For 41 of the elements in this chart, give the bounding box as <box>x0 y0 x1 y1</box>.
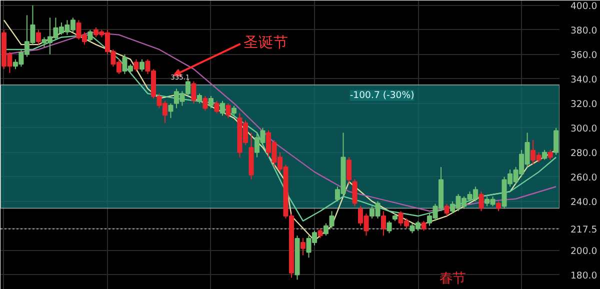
y-tick-label: 240.0 <box>570 196 598 208</box>
y-tick-label: 380.0 <box>570 25 598 36</box>
candlestick <box>191 80 196 104</box>
candlestick <box>386 220 392 234</box>
candlestick <box>214 100 220 114</box>
candlestick <box>352 178 358 207</box>
candlestick <box>496 200 502 212</box>
candlestick <box>208 96 214 109</box>
y-tick-label: 260.0 <box>570 172 598 184</box>
y-tick-label: 280.0 <box>570 148 598 159</box>
y-tick-label: 180.0 <box>570 270 598 282</box>
candlestick <box>88 29 93 43</box>
candlestick <box>36 29 41 46</box>
candlestick <box>196 93 202 104</box>
candlestick <box>231 105 237 116</box>
candlestick <box>220 100 226 116</box>
candlestick <box>444 203 450 217</box>
candlestick <box>168 102 174 119</box>
y-tick-label: 200.0 <box>570 246 598 257</box>
y-tick-label: 340.0 <box>570 74 598 86</box>
candlestick <box>548 149 553 160</box>
y-tick-label: 320.0 <box>570 98 598 110</box>
candlestick <box>300 238 306 256</box>
candlestick <box>421 220 426 232</box>
candlestick <box>139 58 144 72</box>
candlestick <box>202 96 208 112</box>
candlestick <box>542 149 548 160</box>
candlestick <box>318 228 323 239</box>
y-tick-label: 300.0 <box>570 123 598 134</box>
candlestick <box>346 156 352 185</box>
candlestick <box>554 127 559 156</box>
candlestick <box>478 191 484 212</box>
candlestick <box>226 102 231 119</box>
candlestick <box>381 210 386 236</box>
y-tick-label: 217.5 <box>570 224 598 236</box>
annotation: 圣诞节 <box>243 34 288 51</box>
y-tick-label: 400.0 <box>570 0 598 12</box>
annotation: 春节 <box>439 272 466 287</box>
candlestick <box>134 58 139 72</box>
y-tick-label: 360.0 <box>570 50 598 61</box>
band-label: -100.7 (-30%) <box>350 90 414 101</box>
